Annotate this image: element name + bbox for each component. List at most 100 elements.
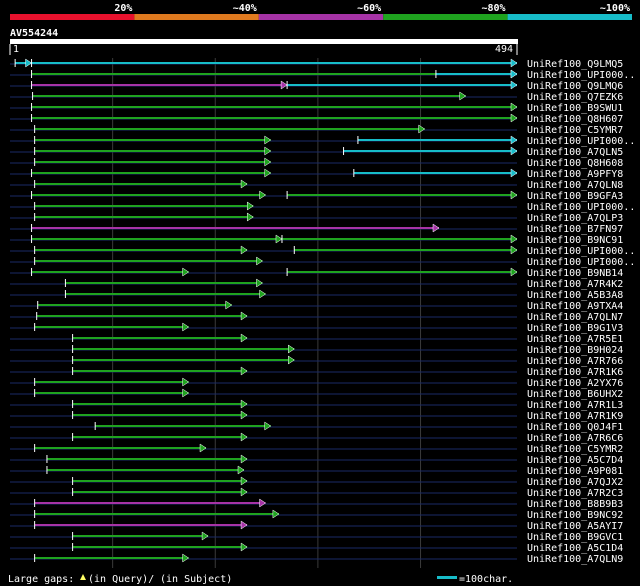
hit-row[interactable]: UniRef100_B6UHX2 <box>10 388 623 400</box>
segment-end-arrow-icon <box>240 179 248 189</box>
hit-label[interactable]: UniRef100_A7R2C3 <box>527 488 623 499</box>
hit-row[interactable]: UniRef100_A7QLN5 <box>10 146 623 158</box>
hit-label[interactable]: UniRef100_A5AYI7 <box>527 521 623 532</box>
hit-row[interactable]: UniRef100_A5B3A8 <box>10 289 623 301</box>
hit-label[interactable]: UniRef100_B6UHX2 <box>527 389 623 400</box>
hit-row[interactable]: UniRef100_A7R2C3 <box>10 487 623 499</box>
hit-row[interactable]: UniRef100_B9NC92 <box>10 509 623 521</box>
hit-row[interactable]: UniRef100_C5YMR7 <box>10 124 623 136</box>
hit-label[interactable]: UniRef100_B9G1V3 <box>527 323 623 334</box>
hit-label[interactable]: UniRef100_C5YMR2 <box>527 444 623 455</box>
hit-row[interactable]: UniRef100_B9NB14 <box>10 267 623 279</box>
hit-label[interactable]: UniRef100_A7R1K9 <box>527 411 623 422</box>
segment-end-arrow-icon <box>288 355 295 365</box>
hit-row[interactable]: UniRef100_A7QLN9 <box>10 553 623 565</box>
hit-row[interactable]: UniRef100_B9H024 <box>10 344 623 356</box>
hit-row[interactable]: UniRef100_A5AYI7 <box>10 520 623 532</box>
hit-row[interactable]: UniRef100_B9GFA3 <box>10 190 623 202</box>
query-gap-marker-icon <box>80 574 86 580</box>
hit-row[interactable]: UniRef100_A9P081 <box>10 465 623 477</box>
hit-row[interactable]: UniRef100_A7R766 <box>10 355 623 367</box>
hit-label[interactable]: UniRef100_B9SWU1 <box>527 103 623 114</box>
hit-row[interactable]: UniRef100_Q7EZK6 <box>10 91 623 103</box>
hit-row[interactable]: UniRef100_Q9LMQ6 <box>10 80 623 92</box>
hit-label[interactable]: UniRef100_A5C7D4 <box>527 455 623 466</box>
hit-row[interactable]: UniRef100_UPI000.. <box>10 69 635 81</box>
hit-label[interactable]: UniRef100_A9P081 <box>527 466 623 477</box>
hit-label[interactable]: UniRef100_UPI000.. <box>527 70 635 81</box>
hit-label[interactable]: UniRef100_A5C1D4 <box>527 543 623 554</box>
hit-row[interactable]: UniRef100_A7R1K9 <box>10 410 623 422</box>
hit-label[interactable]: UniRef100_A7R766 <box>527 356 623 367</box>
hit-label[interactable]: UniRef100_Q9LMQ5 <box>527 59 623 70</box>
hit-row[interactable]: UniRef100_A7R4K2 <box>10 278 623 290</box>
hit-label[interactable]: UniRef100_A5B3A8 <box>527 290 623 301</box>
hit-row[interactable]: UniRef100_UPI000.. <box>10 245 635 257</box>
hit-row[interactable]: UniRef100_B9GVC1 <box>10 531 623 543</box>
segment-end-arrow-icon <box>25 58 33 68</box>
hit-row[interactable]: UniRef100_A2YX76 <box>10 377 623 389</box>
hit-label[interactable]: UniRef100_UPI000.. <box>527 136 635 147</box>
hit-label[interactable]: UniRef100_C5YMR7 <box>527 125 623 136</box>
hit-label[interactable]: UniRef100_B9GVC1 <box>527 532 623 543</box>
hit-row[interactable]: UniRef100_A5C7D4 <box>10 454 623 466</box>
hit-label[interactable]: UniRef100_A7R5E1 <box>527 334 623 345</box>
hit-label[interactable]: UniRef100_A7QJX2 <box>527 477 623 488</box>
hit-label[interactable]: UniRef100_A7QLN8 <box>527 180 623 191</box>
hit-row[interactable]: UniRef100_Q8H608 <box>10 157 623 169</box>
hit-label[interactable]: UniRef100_A7R6C6 <box>527 433 623 444</box>
hit-label[interactable]: UniRef100_UPI000.. <box>527 257 635 268</box>
hit-row[interactable]: UniRef100_A7R1K6 <box>10 366 623 378</box>
hit-label[interactable]: UniRef100_A7QLN9 <box>527 554 623 565</box>
hit-label[interactable]: UniRef100_Q9LMQ6 <box>527 81 623 92</box>
segment-end-arrow-icon <box>264 157 272 167</box>
hit-label[interactable]: UniRef100_B7FN97 <box>527 224 623 235</box>
hit-row[interactable]: UniRef100_A7R1L3 <box>10 399 623 411</box>
hit-row[interactable]: UniRef100_B7FN97 <box>10 223 623 235</box>
hit-row[interactable]: UniRef100_A7R6C6 <box>10 432 623 444</box>
hit-row[interactable]: UniRef100_UPI000.. <box>10 256 635 268</box>
hit-label[interactable]: UniRef100_Q7EZK6 <box>527 92 623 103</box>
hit-label[interactable]: UniRef100_B9NB14 <box>527 268 623 279</box>
hit-row[interactable]: UniRef100_B9SWU1 <box>10 102 623 114</box>
hit-row[interactable]: UniRef100_B9G1V3 <box>10 322 623 334</box>
hit-label[interactable]: UniRef100_A9TXA4 <box>527 301 623 312</box>
hit-label[interactable]: UniRef100_A2YX76 <box>527 378 623 389</box>
segment-end-arrow-icon <box>240 245 248 255</box>
hit-label[interactable]: UniRef100_B9NC92 <box>527 510 623 521</box>
segment-end-arrow-icon <box>510 135 518 145</box>
hit-label[interactable]: UniRef100_UPI000.. <box>527 246 635 257</box>
hit-label[interactable]: UniRef100_Q8H608 <box>527 158 623 169</box>
hit-label[interactable]: UniRef100_Q8H607 <box>527 114 623 125</box>
hit-label[interactable]: UniRef100_A7QLP3 <box>527 213 623 224</box>
hit-label[interactable]: UniRef100_A9PFY8 <box>527 169 623 180</box>
hit-row[interactable]: UniRef100_UPI000.. <box>10 201 635 213</box>
hit-label[interactable]: UniRef100_A7R4K2 <box>527 279 623 290</box>
hit-label[interactable]: UniRef100_A7QLN5 <box>527 147 623 158</box>
hit-label[interactable]: UniRef100_B9NC91 <box>527 235 623 246</box>
hit-row[interactable]: UniRef100_C5YMR2 <box>10 443 623 455</box>
hit-row[interactable]: UniRef100_B9NC91 <box>10 234 623 246</box>
hit-row[interactable]: UniRef100_B8B9B3 <box>10 498 623 510</box>
hit-row[interactable]: UniRef100_Q0J4F1 <box>10 421 623 433</box>
hit-row[interactable]: UniRef100_A7QLN7 <box>10 311 623 323</box>
hit-label[interactable]: UniRef100_A7QLN7 <box>527 312 623 323</box>
hit-label[interactable]: UniRef100_A7R1L3 <box>527 400 623 411</box>
segment-end-arrow-icon <box>510 146 518 156</box>
hit-row[interactable]: UniRef100_A7QLP3 <box>10 212 623 224</box>
hit-row[interactable]: UniRef100_UPI000.. <box>10 135 635 147</box>
hit-label[interactable]: UniRef100_B9H024 <box>527 345 623 356</box>
hit-row[interactable]: UniRef100_A9TXA4 <box>10 300 623 312</box>
hit-row[interactable]: UniRef100_A7QLN8 <box>10 179 623 191</box>
hit-row[interactable]: UniRef100_A9PFY8 <box>10 168 623 180</box>
hit-row[interactable]: UniRef100_A5C1D4 <box>10 542 623 554</box>
hit-label[interactable]: UniRef100_A7R1K6 <box>527 367 623 378</box>
hit-row[interactable]: UniRef100_Q8H607 <box>10 113 623 125</box>
hit-label[interactable]: UniRef100_Q0J4F1 <box>527 422 623 433</box>
hit-row[interactable]: UniRef100_A7R5E1 <box>10 333 623 345</box>
hit-label[interactable]: UniRef100_B8B9B3 <box>527 499 623 510</box>
hit-label[interactable]: UniRef100_UPI000.. <box>527 202 635 213</box>
hit-row[interactable]: UniRef100_A7QJX2 <box>10 476 623 488</box>
hit-row[interactable]: UniRef100_Q9LMQ5 <box>10 58 623 70</box>
hit-label[interactable]: UniRef100_B9GFA3 <box>527 191 623 202</box>
